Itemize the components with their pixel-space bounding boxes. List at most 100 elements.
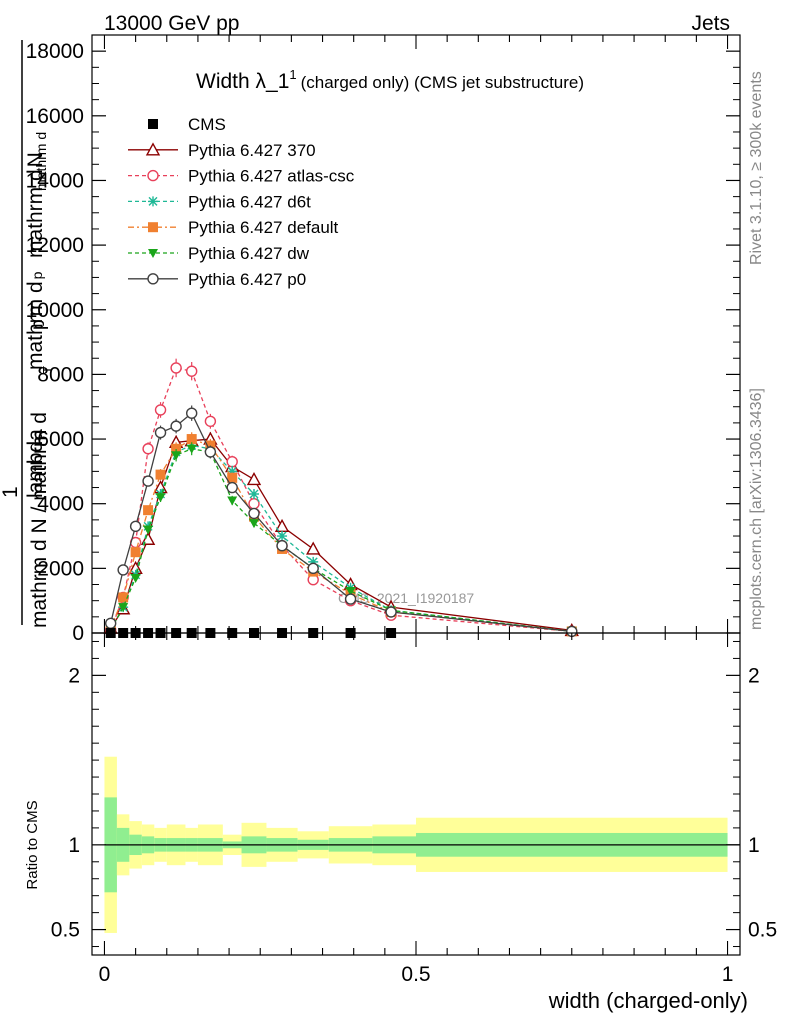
series-point xyxy=(155,469,166,480)
ratio-y-axis-label: Ratio to CMS xyxy=(24,800,41,889)
series-point xyxy=(227,472,238,483)
series-point xyxy=(185,407,198,419)
series-point xyxy=(204,415,217,427)
legend-label: CMS xyxy=(188,115,226,134)
rivet-label: Rivet 3.1.10, ≥ 300k events xyxy=(748,71,765,265)
main-y-tick-label: 10000 xyxy=(26,299,84,322)
legend-marker xyxy=(147,273,159,285)
series-point xyxy=(306,541,321,555)
main-y-tick-label: 16000 xyxy=(26,105,84,128)
legend-label: Pythia 6.427 p0 xyxy=(188,270,306,289)
series-point xyxy=(117,564,129,576)
series-point xyxy=(385,606,397,618)
ylabel-numer-5: mathrm d xyxy=(33,132,49,191)
ratio-y-tick-label: 2 xyxy=(68,664,80,687)
plot-title-main: Width λ_1 xyxy=(196,70,289,93)
ratio-y-tick-label-right: 0.5 xyxy=(748,919,777,942)
legend-marker xyxy=(147,169,159,182)
series-point xyxy=(249,489,259,500)
series-point xyxy=(130,547,141,558)
main-y-tick-label: 4000 xyxy=(37,493,84,516)
ylabel-denom-4: T xyxy=(40,366,55,374)
ylabel-denom-3: p xyxy=(28,319,49,330)
ratio-y-axis: 0.5 0.5 1 1 2 2 xyxy=(51,640,777,948)
main-y-tick-label: 0 xyxy=(72,622,84,645)
series-point xyxy=(277,531,288,542)
ratio-y-tick-label-right: 2 xyxy=(748,664,760,687)
series-point xyxy=(170,420,182,432)
x-tick-label: 0 xyxy=(99,963,111,986)
main-y-axis: 0 2000 4000 6000 8000 10000 12000 14000 16000 180… xyxy=(26,34,740,645)
plot-title: Width λ_11 (charged only) (CMS jet substr… xyxy=(196,67,584,93)
series-point xyxy=(276,540,288,552)
legend-label: Pythia 6.427 dw xyxy=(188,244,310,263)
series-point xyxy=(154,404,167,416)
legend: CMS Pythia 6.427 370 Pythia 6.427 atlas-cs… xyxy=(128,115,355,289)
legend-marker xyxy=(145,142,161,156)
svg-text:mathrm dN: mathrm d N xyxy=(24,152,47,258)
series-point xyxy=(154,426,167,439)
legend-entry: Pythia 6.427 d6t xyxy=(128,192,311,211)
series-point xyxy=(140,531,156,545)
main-y-tick-label: 12000 xyxy=(26,234,84,257)
svg-text:mathrm dp: mathrm dp xyxy=(24,271,47,370)
series-layer xyxy=(103,358,579,638)
ylabel-numer-3: mathrm d xyxy=(24,281,47,370)
series-point xyxy=(186,444,197,454)
x-tick-label: 0.5 xyxy=(401,963,430,986)
legend-entry: Pythia 6.427 default xyxy=(128,218,339,237)
series-point xyxy=(227,496,238,506)
ylabel-denom-1: 1 xyxy=(0,486,22,498)
main-y-tick-label: 14000 xyxy=(26,169,84,192)
series-point xyxy=(205,440,216,451)
series-point xyxy=(104,617,117,630)
series-point xyxy=(344,593,357,605)
legend-label: Pythia 6.427 default xyxy=(188,218,339,237)
series-point xyxy=(130,574,141,584)
series-5 xyxy=(104,405,578,638)
series-point xyxy=(248,507,260,520)
series-point xyxy=(186,434,197,445)
main-y-tick-label: 8000 xyxy=(37,363,84,386)
x-axis-label: width (charged-only) xyxy=(548,988,748,1013)
series-1 xyxy=(104,358,578,638)
series-point xyxy=(249,519,259,529)
svg-text:mathrm d: mathrm d xyxy=(33,132,49,191)
main-y-tick-label: 18000 xyxy=(26,40,84,63)
series-4 xyxy=(105,442,577,637)
legend-entry: Pythia 6.427 370 xyxy=(128,141,316,160)
series-point xyxy=(171,451,182,461)
legend-marker xyxy=(148,119,158,129)
ratio-y-tick-label: 1 xyxy=(68,834,80,857)
ratio-y-tick-label-right: 1 xyxy=(748,834,760,857)
main-y-tick-label: 2000 xyxy=(37,557,84,580)
plot-title-rest: (charged only) (CMS jet substructure) xyxy=(301,73,584,92)
legend-entry: Pythia 6.427 atlas-csc xyxy=(128,167,355,186)
ylabel-numer-2: N xyxy=(24,152,47,167)
series-point xyxy=(118,603,129,613)
ylabel-numer-6: lambda xyxy=(24,429,47,498)
series-point xyxy=(204,446,217,458)
main-y-axis-label: mathrm dN mathrm d lambda mathrm dp 1 ma… xyxy=(0,40,55,628)
header-energy: 13000 GeV pp xyxy=(104,12,239,35)
series-point xyxy=(308,556,319,567)
ratio-plot-frame xyxy=(91,632,741,956)
ratio-y-tick-label: 0.5 xyxy=(51,919,80,942)
series-point xyxy=(142,475,154,487)
ratio-x-axis: 0 0.5 1 xyxy=(99,633,733,986)
series-2 xyxy=(105,438,577,637)
ylabel-numer-4: p xyxy=(29,271,45,279)
series-point xyxy=(226,481,238,494)
series-point xyxy=(142,443,154,455)
legend-entry: Pythia 6.427 p0 xyxy=(128,270,306,289)
legend-marker xyxy=(148,249,158,258)
series-point xyxy=(118,592,129,603)
series-point xyxy=(226,455,238,468)
series-point xyxy=(185,365,198,377)
main-y-tick-label: 6000 xyxy=(37,428,84,451)
series-point xyxy=(246,471,262,486)
legend-marker xyxy=(148,196,158,207)
legend-label: Pythia 6.427 370 xyxy=(188,141,316,160)
legend-label: Pythia 6.427 atlas-csc xyxy=(188,167,355,186)
series-point xyxy=(307,562,319,575)
